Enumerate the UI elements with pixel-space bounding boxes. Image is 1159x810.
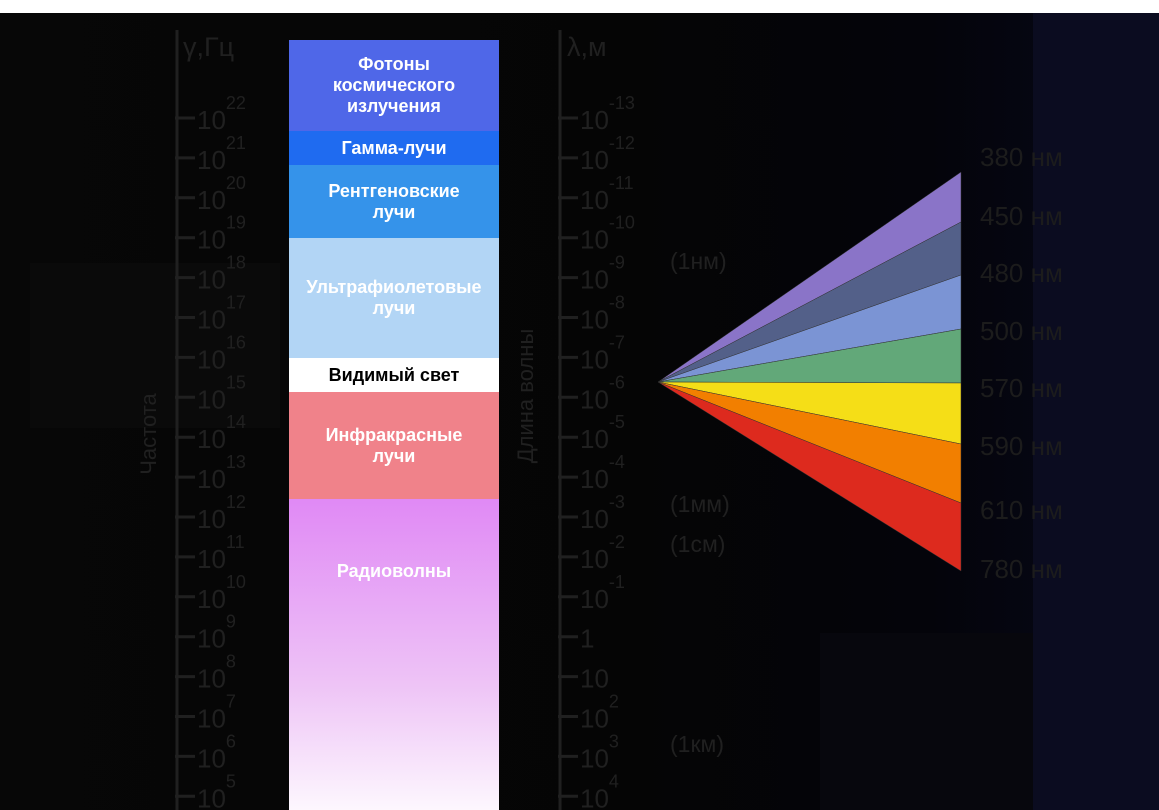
wavelength-tick-label: 10-1: [580, 572, 625, 614]
wavelength-tick-label: 10-4: [580, 452, 625, 494]
frequency-tick-label: 1017: [197, 293, 246, 335]
wavelength-boundary-label: 570 нм: [980, 373, 1063, 403]
wavelength-tick-label: 10-3: [580, 492, 625, 534]
wavelength-boundary-label: 480 нм: [980, 258, 1063, 288]
wavelength-boundary-label: 450 нм: [980, 201, 1063, 231]
frequency-tick-label: 1015: [197, 372, 246, 414]
band-gamma-rays: Гамма-лучи: [289, 131, 499, 165]
frequency-tick-label: 105: [197, 771, 236, 810]
band-label: Инфракрасные лучи: [325, 424, 463, 466]
band-label: Гамма-лучи: [341, 137, 447, 158]
frequency-tick-label: 109: [197, 612, 236, 654]
wavelength-unit-label: λ,м: [567, 32, 607, 62]
frequency-tick-label: 1013: [197, 452, 246, 494]
wavelength-boundary-label: 780 нм: [980, 554, 1063, 584]
frequency-tick-label: 107: [197, 692, 236, 734]
frequency-tick-label: 1022: [197, 93, 246, 135]
wavelength-tick-label: 10-6: [580, 372, 625, 414]
background-patch: [1033, 13, 1159, 810]
band-label: Рентгеновские лучи: [328, 180, 460, 222]
wavelength-tick-label: 1: [580, 624, 594, 654]
wavelength-tick-label: 10-2: [580, 532, 625, 574]
background-patch: [30, 263, 280, 428]
annotation-1km: (1км): [670, 731, 724, 757]
frequency-tick-label: 106: [197, 731, 236, 773]
frequency-tick-label: 1020: [197, 173, 246, 215]
frequency-tick-label: 1010: [197, 572, 246, 614]
frequency-tick-label: 1012: [197, 492, 246, 534]
wavelength-tick-label: 10-12: [580, 133, 635, 175]
wavelength-axis: 10-1310-1210-1110-1010-910-810-710-610-5…: [558, 30, 635, 810]
frequency-tick-label: 108: [197, 652, 236, 694]
frequency-axis: 1022102110201019101810171016101510141013…: [175, 30, 246, 810]
frequency-tick-label: 1018: [197, 253, 246, 295]
annotation-1cm: (1см): [670, 531, 725, 557]
band-label: Ультрафиолетовые лучи: [306, 277, 482, 318]
band-visible-light: Видимый свет: [289, 358, 499, 392]
band-infrared: Инфракрасные лучи: [289, 392, 499, 499]
spectrum-segment: [657, 381, 962, 572]
band-radio-waves: Радиоволны: [289, 499, 499, 810]
wavelength-tick-label: 10-11: [580, 173, 634, 215]
frequency-tick-label: 1016: [197, 332, 246, 374]
wavelength-tick-label: 103: [580, 731, 619, 773]
background-patch: [820, 633, 1033, 810]
wavelength-boundary-label: 590 нм: [980, 431, 1063, 461]
band-label: Фотоны космического излучения: [332, 54, 456, 116]
wavelength-tick-label: 10-8: [580, 293, 625, 335]
visible-spectrum-fan: [657, 171, 962, 572]
wavelength-tick-label: 10: [580, 664, 609, 694]
band-x-rays: Рентгеновские лучи: [289, 165, 499, 238]
wavelength-tick-label: 104: [580, 771, 619, 810]
band-label: Видимый свет: [328, 364, 460, 385]
band-label: Радиоволны: [336, 561, 452, 581]
wavelength-axis-title: Длина волны: [513, 329, 538, 464]
frequency-tick-label: 1021: [197, 133, 246, 175]
wavelength-tick-label: 10-13: [580, 93, 635, 135]
wavelength-boundary-label: 380 нм: [980, 142, 1063, 172]
wavelength-tick-label: 10-10: [580, 213, 635, 255]
wavelength-boundary-label: 610 нм: [980, 495, 1063, 525]
annotation-1nm: (1нм): [670, 248, 727, 274]
annotation-1mm: (1мм): [670, 491, 730, 517]
wavelength-tick-label: 10-5: [580, 412, 625, 454]
frequency-tick-label: 1014: [197, 412, 246, 454]
wavelength-tick-label: 102: [580, 692, 619, 734]
frequency-axis-title: Частота: [136, 392, 161, 474]
band-cosmic-photons: Фотоны космического излучения: [289, 40, 499, 131]
frequency-tick-label: 1019: [197, 213, 246, 255]
wavelength-boundary-label: 500 нм: [980, 316, 1063, 346]
frequency-unit-label: γ,Гц: [183, 32, 234, 62]
band-ultraviolet: Ультрафиолетовые лучи: [289, 238, 499, 358]
wavelength-tick-label: 10-7: [580, 332, 625, 374]
visible-spectrum-labels: 380 нм 450 нм 480 нм 500 нм 570 нм 590 нм 610 …: [980, 142, 1063, 584]
frequency-tick-label: 1011: [197, 532, 245, 574]
wavelength-tick-label: 10-9: [580, 253, 625, 295]
